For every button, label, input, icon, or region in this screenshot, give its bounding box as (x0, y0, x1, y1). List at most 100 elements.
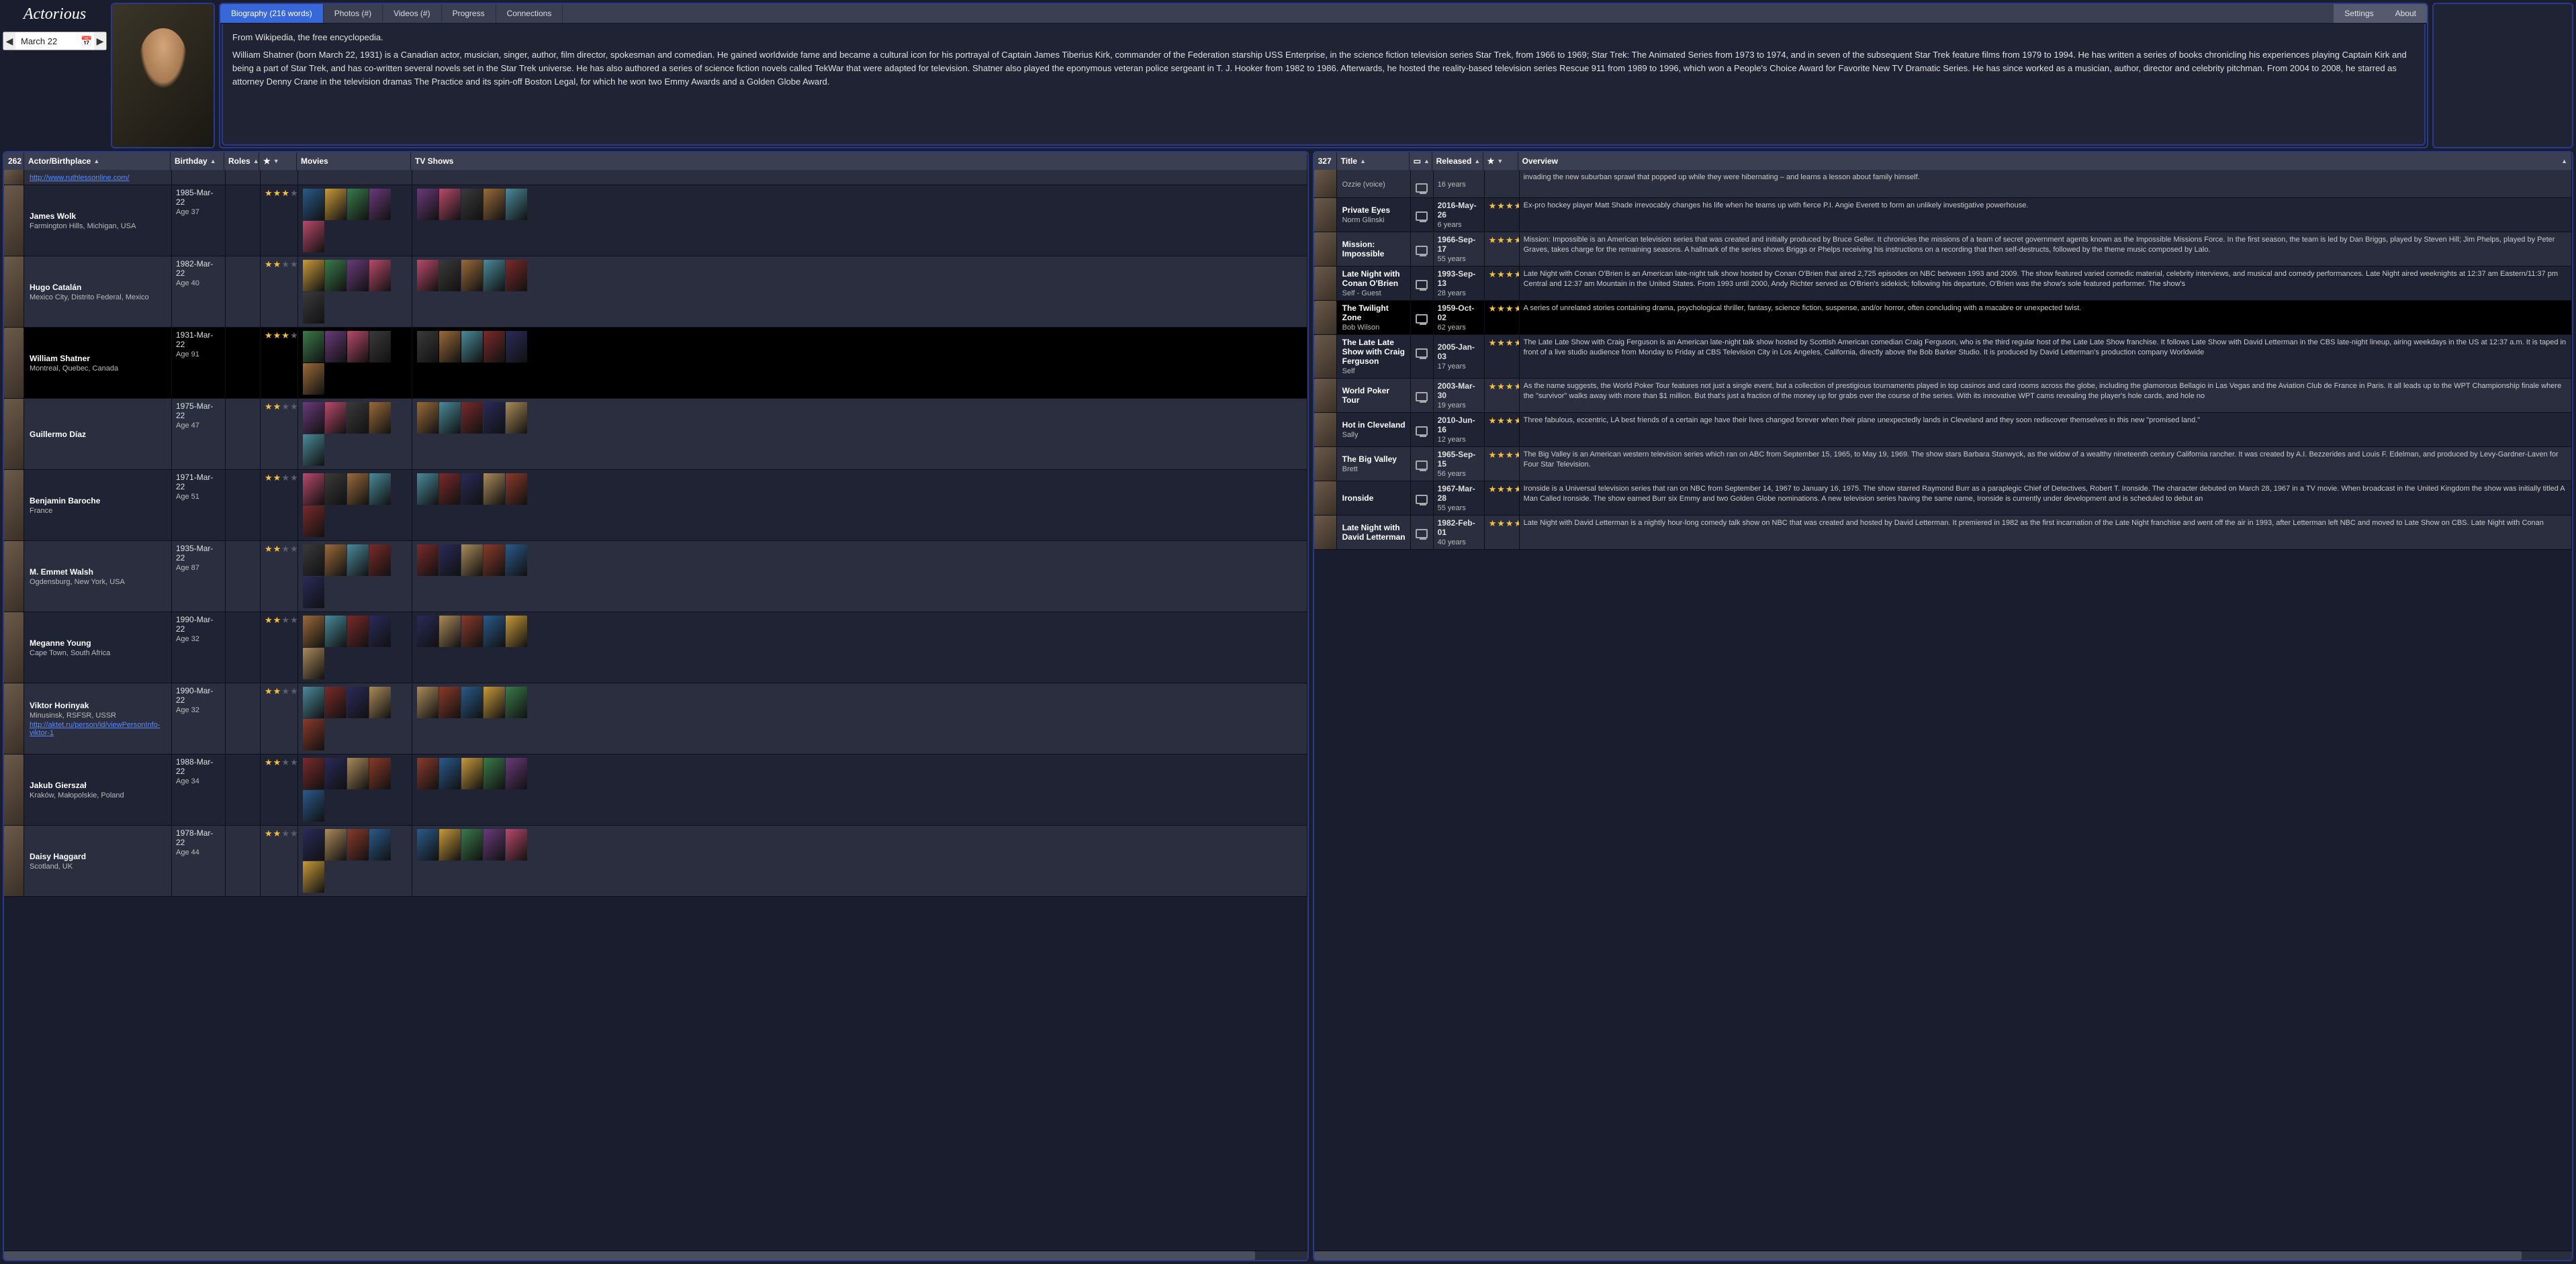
poster-thumb[interactable] (439, 544, 461, 576)
title-row[interactable]: The Late Late Show with Craig FergusonSe… (1314, 335, 2572, 379)
tab-biography[interactable]: Biography (216 words) (220, 4, 324, 23)
poster-thumb[interactable] (506, 402, 527, 434)
poster-thumb[interactable] (369, 616, 391, 647)
title-row[interactable]: Private EyesNorm Glinski2016-May-266 yea… (1314, 198, 2572, 232)
poster-thumb[interactable] (439, 189, 461, 220)
poster-thumb[interactable] (325, 687, 347, 718)
poster-thumb[interactable] (347, 331, 369, 362)
poster-thumb[interactable] (347, 758, 369, 789)
poster-thumb[interactable] (484, 473, 505, 505)
poster-thumb[interactable] (369, 260, 391, 291)
poster-thumb[interactable] (439, 687, 461, 718)
calendar-icon[interactable]: 📅 (79, 36, 94, 47)
poster-thumb[interactable] (369, 758, 391, 789)
actor-row[interactable]: Daisy HaggardScotland, UK1978-Mar-22Age … (4, 826, 1307, 897)
actor-row[interactable]: Benjamin BarocheFrance1971-Mar-22Age 51★… (4, 470, 1307, 541)
poster-thumb[interactable] (303, 292, 324, 324)
poster-thumb[interactable] (369, 544, 391, 576)
poster-thumb[interactable] (484, 616, 505, 647)
col-birthday[interactable]: Birthday▲ (171, 152, 224, 170)
poster-thumb[interactable] (369, 829, 391, 861)
poster-thumb[interactable] (347, 829, 369, 861)
col-type[interactable]: ▭▲ (1410, 152, 1432, 170)
poster-thumb[interactable] (347, 616, 369, 647)
poster-thumb[interactable] (484, 260, 505, 291)
title-row[interactable]: World Poker Tour2003-Mar-3019 years★★★★★… (1314, 379, 2572, 413)
poster-thumb[interactable] (417, 260, 439, 291)
poster-thumb[interactable] (506, 758, 527, 789)
poster-thumb[interactable] (303, 402, 324, 434)
poster-thumb[interactable] (461, 260, 483, 291)
actors-grid-body[interactable]: http://www.ruthlessonline.com/James Wolk… (4, 170, 1307, 1251)
poster-thumb[interactable] (439, 829, 461, 861)
poster-thumb[interactable] (461, 544, 483, 576)
actors-hscroll[interactable] (4, 1251, 1307, 1260)
tab-progress[interactable]: Progress (442, 4, 496, 23)
poster-thumb[interactable] (506, 687, 527, 718)
poster-thumb[interactable] (417, 829, 439, 861)
poster-thumb[interactable] (303, 331, 324, 362)
poster-thumb[interactable] (506, 544, 527, 576)
poster-thumb[interactable] (369, 473, 391, 505)
poster-thumb[interactable] (325, 402, 347, 434)
poster-thumb[interactable] (303, 189, 324, 220)
poster-thumb[interactable] (461, 616, 483, 647)
poster-thumb[interactable] (347, 402, 369, 434)
col-title[interactable]: Title▲ (1337, 152, 1410, 170)
title-row[interactable]: Late Night with Conan O'BrienSelf - Gues… (1314, 266, 2572, 301)
poster-thumb[interactable] (439, 260, 461, 291)
poster-thumb[interactable] (347, 687, 369, 718)
poster-thumb[interactable] (325, 189, 347, 220)
titles-hscroll[interactable] (1314, 1251, 2572, 1260)
actor-row[interactable]: Guillermo Díaz1975-Mar-22Age 47★★★★★ (4, 399, 1307, 470)
col-tv[interactable]: TV Shows (411, 152, 1307, 170)
poster-thumb[interactable] (484, 687, 505, 718)
actor-row[interactable]: Meganne YoungCape Town, South Africa1990… (4, 612, 1307, 683)
poster-thumb[interactable] (506, 331, 527, 362)
title-row[interactable]: Ironside1967-Mar-2855 years★★★★★Ironside… (1314, 481, 2572, 516)
poster-thumb[interactable] (417, 544, 439, 576)
col-released[interactable]: Released▲ (1432, 152, 1483, 170)
poster-thumb[interactable] (303, 577, 324, 608)
title-row[interactable]: Hot in ClevelandSally2010-Jun-1612 years… (1314, 413, 2572, 447)
poster-thumb[interactable] (484, 544, 505, 576)
col-count[interactable]: 327 (1314, 152, 1337, 170)
poster-thumb[interactable] (303, 434, 324, 466)
poster-thumb[interactable] (461, 758, 483, 789)
actor-row[interactable]: Hugo CatalánMexico City, Distrito Federa… (4, 256, 1307, 328)
actor-row[interactable]: M. Emmet WalshOgdensburg, New York, USA1… (4, 541, 1307, 612)
poster-thumb[interactable] (303, 790, 324, 822)
title-row[interactable]: Ozzie (voice)16 yearsinvading the new su… (1314, 170, 2572, 198)
poster-thumb[interactable] (347, 260, 369, 291)
poster-thumb[interactable] (303, 473, 324, 505)
actor-row[interactable]: William ShatnerMontreal, Quebec, Canada1… (4, 328, 1307, 399)
poster-thumb[interactable] (461, 829, 483, 861)
poster-thumb[interactable] (484, 331, 505, 362)
title-row[interactable]: The Big ValleyBrett1965-Sep-1556 years★★… (1314, 447, 2572, 481)
poster-thumb[interactable] (303, 687, 324, 718)
date-next-button[interactable]: ▶ (94, 32, 106, 50)
poster-thumb[interactable] (417, 758, 439, 789)
poster-thumb[interactable] (325, 473, 347, 505)
poster-thumb[interactable] (506, 616, 527, 647)
tab-settings[interactable]: Settings (2334, 4, 2384, 23)
col-actor[interactable]: Actor/Birthplace▲ (24, 152, 171, 170)
poster-thumb[interactable] (347, 189, 369, 220)
poster-thumb[interactable] (369, 402, 391, 434)
title-row[interactable]: Late Night with David Letterman1982-Feb-… (1314, 516, 2572, 550)
poster-thumb[interactable] (369, 687, 391, 718)
poster-thumb[interactable] (506, 189, 527, 220)
actor-row[interactable]: James WolkFarmington Hills, Michigan, US… (4, 185, 1307, 256)
poster-thumb[interactable] (303, 648, 324, 679)
poster-thumb[interactable] (325, 616, 347, 647)
actor-link[interactable]: http://www.ruthlessonline.com/ (30, 174, 167, 182)
poster-thumb[interactable] (484, 758, 505, 789)
poster-thumb[interactable] (461, 473, 483, 505)
poster-thumb[interactable] (303, 363, 324, 395)
poster-thumb[interactable] (347, 544, 369, 576)
col-count[interactable]: 262 (4, 152, 24, 170)
poster-thumb[interactable] (303, 758, 324, 789)
col-rating[interactable]: ★▼ (259, 152, 297, 170)
tab-videos[interactable]: Videos (#) (383, 4, 441, 23)
poster-thumb[interactable] (461, 402, 483, 434)
